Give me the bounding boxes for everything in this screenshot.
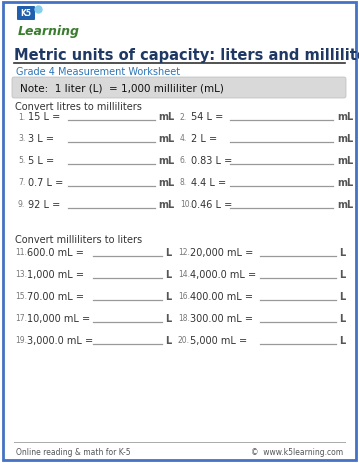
Text: 10.: 10.	[180, 200, 192, 209]
Text: mL: mL	[158, 156, 174, 166]
Text: 0.46 L =: 0.46 L =	[191, 200, 232, 210]
FancyBboxPatch shape	[17, 7, 35, 21]
FancyBboxPatch shape	[3, 3, 356, 460]
Text: mL: mL	[158, 178, 174, 188]
Text: 3 L =: 3 L =	[28, 134, 54, 144]
Text: 8.: 8.	[180, 178, 187, 187]
Text: mL: mL	[337, 156, 353, 166]
Text: Convert milliliters to liters: Convert milliliters to liters	[15, 234, 142, 244]
Text: 3.: 3.	[18, 134, 25, 143]
Text: 5.: 5.	[18, 156, 25, 165]
Text: L: L	[165, 269, 171, 279]
Text: 20,000 mL =: 20,000 mL =	[190, 247, 253, 257]
Text: 15.: 15.	[15, 292, 27, 301]
Text: 12.: 12.	[178, 248, 190, 257]
Text: 20.: 20.	[178, 336, 190, 345]
Text: Note:  1 liter (L)  = 1,000 milliliter (mL): Note: 1 liter (L) = 1,000 milliliter (mL…	[20, 83, 224, 94]
Text: 400.00 mL =: 400.00 mL =	[190, 291, 253, 301]
Text: mL: mL	[337, 200, 353, 210]
Text: mL: mL	[337, 112, 353, 122]
Text: L: L	[339, 291, 345, 301]
Text: 13.: 13.	[15, 270, 27, 279]
Text: L: L	[165, 313, 171, 323]
Text: 600.0 mL =: 600.0 mL =	[27, 247, 84, 257]
Text: 6.: 6.	[180, 156, 187, 165]
Text: 2.: 2.	[180, 112, 187, 121]
Text: L: L	[339, 247, 345, 257]
Text: Grade 4 Measurement Worksheet: Grade 4 Measurement Worksheet	[16, 67, 180, 77]
Text: Metric units of capacity: liters and milliliters: Metric units of capacity: liters and mil…	[14, 48, 359, 63]
Text: mL: mL	[337, 178, 353, 188]
Text: 92 L =: 92 L =	[28, 200, 60, 210]
Text: L: L	[165, 335, 171, 345]
Text: 19.: 19.	[15, 336, 27, 345]
Text: 1.: 1.	[18, 112, 25, 121]
Text: 4.4 L =: 4.4 L =	[191, 178, 226, 188]
Text: Online reading & math for K-5: Online reading & math for K-5	[16, 447, 131, 456]
Text: 5 L =: 5 L =	[28, 156, 54, 166]
Text: mL: mL	[158, 112, 174, 122]
Text: Learning: Learning	[18, 25, 80, 38]
Text: 54 L =: 54 L =	[191, 112, 223, 122]
Text: L: L	[339, 269, 345, 279]
Text: 10,000 mL =: 10,000 mL =	[27, 313, 90, 323]
Text: mL: mL	[158, 134, 174, 144]
Text: L: L	[165, 291, 171, 301]
Text: 16.: 16.	[178, 292, 190, 301]
FancyBboxPatch shape	[12, 78, 346, 99]
Text: mL: mL	[337, 134, 353, 144]
Text: ©  www.k5learning.com: © www.k5learning.com	[251, 447, 343, 456]
Text: L: L	[339, 313, 345, 323]
Text: 17.: 17.	[15, 314, 27, 323]
Text: Convert litres to milliliters: Convert litres to milliliters	[15, 102, 142, 112]
Text: 15 L =: 15 L =	[28, 112, 60, 122]
Text: 0.7 L =: 0.7 L =	[28, 178, 63, 188]
Text: 9.: 9.	[18, 200, 25, 209]
Text: 300.00 mL =: 300.00 mL =	[190, 313, 253, 323]
Text: L: L	[339, 335, 345, 345]
Text: 2 L =: 2 L =	[191, 134, 217, 144]
Text: K5: K5	[20, 9, 32, 19]
Text: 1,000 mL =: 1,000 mL =	[27, 269, 84, 279]
Text: 7.: 7.	[18, 178, 25, 187]
Text: 3,000.0 mL =: 3,000.0 mL =	[27, 335, 93, 345]
Text: 5,000 mL =: 5,000 mL =	[190, 335, 247, 345]
Text: 70.00 mL =: 70.00 mL =	[27, 291, 84, 301]
Text: 0.83 L =: 0.83 L =	[191, 156, 232, 166]
Text: mL: mL	[158, 200, 174, 210]
Text: 4,000.0 mL =: 4,000.0 mL =	[190, 269, 256, 279]
Text: 4.: 4.	[180, 134, 187, 143]
Text: 18.: 18.	[178, 314, 190, 323]
Text: L: L	[165, 247, 171, 257]
Text: 14.: 14.	[178, 270, 190, 279]
Text: 11.: 11.	[15, 248, 27, 257]
